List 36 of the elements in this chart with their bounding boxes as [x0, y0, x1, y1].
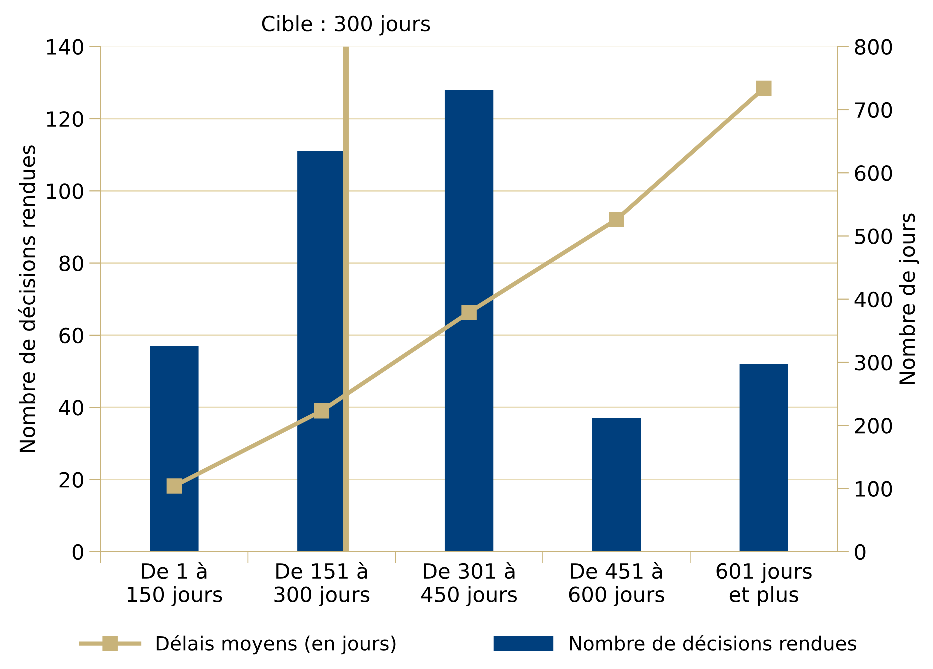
y2-tick-label: 700 [856, 102, 892, 118]
y-axis-title: Nombre de décisions rendues [18, 146, 36, 452]
legend-label: Nombre de décisions rendues [570, 635, 856, 651]
bar [740, 364, 788, 552]
legend-label: Délais moyens (en jours) [156, 635, 396, 655]
y2-tick-label: 0 [855, 544, 866, 560]
y2-tick-label: 400 [854, 292, 892, 308]
y-tick-label: 140 [47, 39, 84, 56]
x-tick-label: De 151 à 300 jours [274, 562, 370, 607]
y2-tick-label: 200 [855, 418, 892, 434]
y2-tick-label: 800 [855, 39, 892, 56]
y-tick-label: 40 [59, 400, 84, 416]
bar [592, 418, 642, 552]
point [756, 80, 772, 96]
y-tick-label: 20 [60, 472, 84, 488]
bar [150, 346, 199, 552]
x-tick-label: De 301 à 450 jours [422, 562, 518, 607]
point [166, 478, 182, 494]
y2-tick-label: 500 [855, 228, 892, 244]
point [462, 304, 477, 320]
x-tick-label: 601 jours et plus [716, 563, 812, 607]
point [314, 403, 330, 419]
y-tick-label: 100 [47, 184, 84, 200]
ref-line-label: Cible : 300 jours [262, 16, 430, 36]
bar [444, 90, 494, 552]
x-tick-label: De 1 à 150 jours [128, 562, 222, 607]
y2-tick-label: 100 [856, 481, 892, 497]
y2-tick-label: 600 [855, 166, 892, 182]
y-tick-label: 0 [72, 544, 84, 560]
point [609, 212, 624, 228]
y-tick-label: 120 [47, 111, 84, 128]
x-tick-label: De 451 à 600 jours [569, 562, 664, 607]
y-tick-label: 80 [60, 256, 84, 272]
y2-tick-label: 300 [855, 354, 892, 371]
y-tick-label: 60 [60, 328, 84, 344]
y2-axis-title: Nombre de jours [899, 214, 920, 384]
